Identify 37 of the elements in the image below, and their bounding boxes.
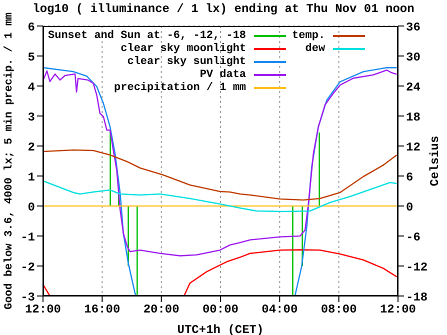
y2-tick-label: 12 xyxy=(406,140,420,154)
legend-label: precipitation / 1 mm xyxy=(114,82,246,94)
y2-axis-title: Celsius xyxy=(428,136,442,186)
y2-tick-label: 30 xyxy=(406,50,420,64)
y2-tick-label: -12 xyxy=(406,260,428,274)
x-tick-label: 12:00 xyxy=(24,302,62,317)
y-tick-label: 1 xyxy=(28,170,35,184)
legend-label: clear sky sunlight xyxy=(127,56,246,68)
y-tick-label: 6 xyxy=(28,20,35,34)
y2-tick-label: 36 xyxy=(406,20,420,34)
x-tick-label: 00:00 xyxy=(202,302,239,317)
chart-title: log10 ( illuminance / 1 lx) ending at Thu Nov 01 noon xyxy=(32,2,414,16)
x-tick-label: 20:00 xyxy=(143,302,180,317)
x-tick-label: 08:00 xyxy=(320,302,357,317)
y2-tick-label: -6 xyxy=(406,230,420,244)
y-tick-label: 4 xyxy=(28,80,35,94)
y-tick-label: 2 xyxy=(28,140,35,154)
legend-label: PV data xyxy=(200,68,246,80)
y-tick-label: 3 xyxy=(28,110,35,124)
y2-tick-label: 18 xyxy=(406,110,420,124)
y-tick-label: 5 xyxy=(28,50,35,64)
y2-tick-label: -18 xyxy=(406,290,428,304)
y2-tick-label: 0 xyxy=(406,200,414,214)
legend-label: Sunset and Sun at -6, -12, -18 xyxy=(48,30,246,42)
y2-tick-label: 24 xyxy=(406,80,420,94)
legend-label: temp. xyxy=(292,30,326,42)
y-tick-label: -1 xyxy=(20,230,35,244)
y-tick-label: 0 xyxy=(28,200,35,214)
y2-tick-label: 6 xyxy=(406,170,414,184)
x-tick-label: 12:00 xyxy=(380,302,416,317)
y-tick-label: -3 xyxy=(20,290,35,304)
x-tick-label: 04:00 xyxy=(262,302,298,317)
x-tick-label: 16:00 xyxy=(84,302,120,317)
legend-label: dew xyxy=(305,42,326,54)
y-tick-label: -2 xyxy=(20,260,35,274)
y-axis-title: Good below 3.6, 4000 lx; 5 min precip. / 1 mm xyxy=(3,12,16,310)
legend-label: clear sky moonlight xyxy=(120,42,246,54)
